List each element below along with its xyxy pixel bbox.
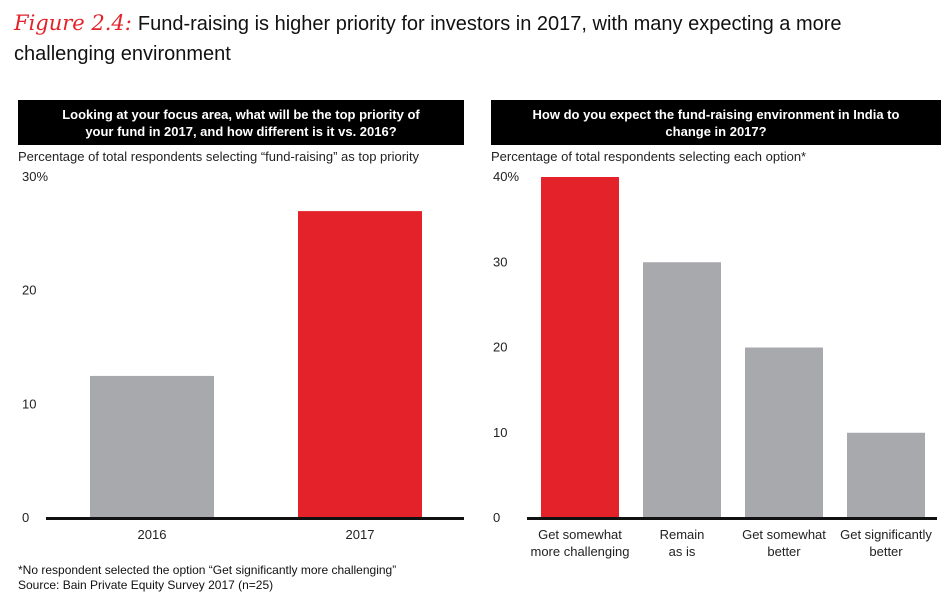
chart-subtitle: Percentage of total respondents selectin… xyxy=(18,149,420,164)
bar-get-somewhat-more-challenging xyxy=(541,177,619,518)
x-category-label: better xyxy=(767,544,801,559)
x-category-label: Get somewhat xyxy=(742,527,826,542)
bar-remain-as-is xyxy=(643,262,721,518)
y-tick-label: 20 xyxy=(493,340,507,355)
footnote: *No respondent selected the option “Get … xyxy=(18,563,397,577)
chart-question: How do you expect the fund-raising envir… xyxy=(491,100,941,145)
x-category-label: Remain xyxy=(660,527,705,542)
y-tick-label: 20 xyxy=(22,283,36,298)
x-axis-line xyxy=(527,517,937,520)
y-tick-label: 0 xyxy=(493,510,500,525)
chart-subtitle: Percentage of total respondents selectin… xyxy=(491,149,807,164)
x-category-label: as is xyxy=(669,544,696,559)
x-axis-line xyxy=(46,517,464,520)
figure-title: Figure 2.4: Fund-raising is higher priori… xyxy=(14,8,944,69)
x-category-label: 2017 xyxy=(346,527,375,542)
bar-get-somewhat-better xyxy=(745,347,823,518)
x-category-label: more challenging xyxy=(530,544,629,559)
x-category-label: Get significantly xyxy=(840,527,932,542)
chart-fundraising-environment: How do you expect the fund-raising envir… xyxy=(491,100,941,559)
y-tick-label: 30% xyxy=(22,169,48,184)
bar-2017 xyxy=(298,211,422,518)
bar-get-significantly-better xyxy=(847,432,925,518)
figure-label: Figure 2.4: xyxy=(14,11,132,35)
x-category-label: Get somewhat xyxy=(538,527,622,542)
x-category-label: better xyxy=(869,544,903,559)
y-tick-label: 0 xyxy=(22,510,29,525)
source-note: Source: Bain Private Equity Survey 2017 … xyxy=(18,578,274,592)
chart-plot-area: 0 10 20 30% 2016 2017 xyxy=(22,169,464,542)
y-tick-label: 40% xyxy=(493,169,519,184)
chart-question: Looking at your focus area, what will be… xyxy=(18,100,464,145)
figure-title-text: Fund-raising is higher priority for inve… xyxy=(14,13,842,65)
y-tick-label: 10 xyxy=(22,396,36,411)
bar-2016 xyxy=(90,375,214,518)
y-tick-label: 30 xyxy=(493,254,507,269)
x-category-label: 2016 xyxy=(138,527,167,542)
chart-plot-area: 0 10 20 30 40% Get somewhat more challenging Re… xyxy=(493,169,937,559)
y-tick-label: 10 xyxy=(493,425,507,440)
chart-fund-priority: Looking at your focus area, what will be… xyxy=(18,100,464,545)
